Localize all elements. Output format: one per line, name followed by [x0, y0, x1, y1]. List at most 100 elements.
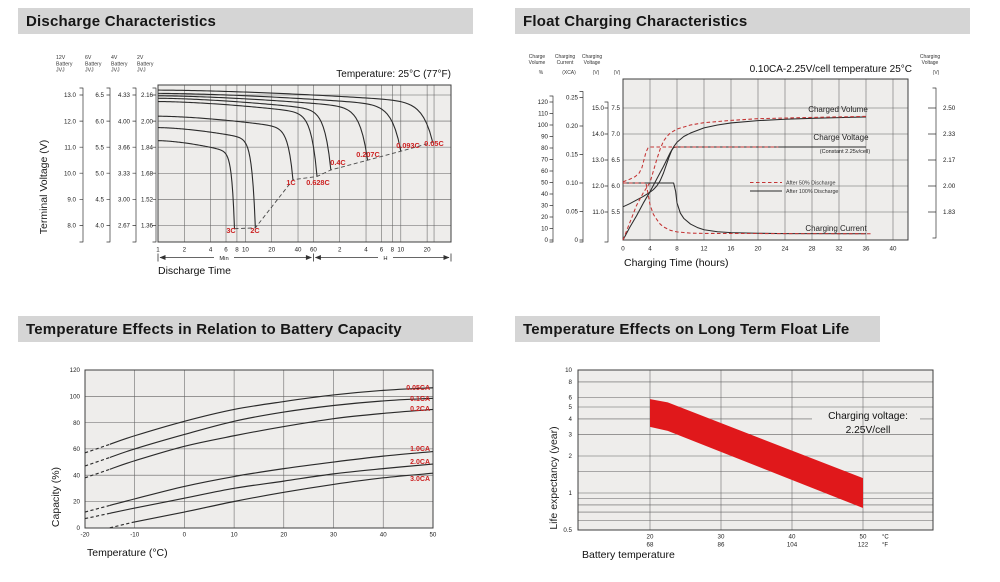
svg-text:104: 104	[787, 542, 798, 549]
svg-text:12V: 12V	[56, 55, 66, 61]
svg-text:0.10CA-2.25V/cell temperature: 0.10CA-2.25V/cell temperature 25°C	[750, 64, 912, 75]
svg-text:Charging: Charging	[582, 54, 603, 60]
panel-title-float-charging: Float Charging Characteristics	[523, 12, 748, 30]
svg-text:60: 60	[310, 247, 317, 254]
svg-text:3C: 3C	[226, 226, 236, 235]
svg-text:0.628C: 0.628C	[306, 178, 330, 187]
svg-text:Temperature: 25°C (77°F): Temperature: 25°C (77°F)	[336, 69, 451, 80]
svg-text:Min: Min	[219, 256, 228, 262]
svg-text:8: 8	[675, 246, 679, 253]
svg-text:1.83: 1.83	[943, 209, 956, 216]
svg-text:12: 12	[701, 246, 708, 253]
svg-text:16: 16	[728, 246, 735, 253]
svg-text:15.0: 15.0	[592, 105, 605, 112]
svg-text:14.0: 14.0	[592, 131, 605, 138]
svg-text:0.25: 0.25	[566, 95, 579, 102]
panel-title-discharge: Discharge Characteristics	[26, 12, 217, 30]
svg-text:40: 40	[295, 247, 302, 254]
svg-text:0.05: 0.05	[566, 209, 579, 216]
panel-title-float-life: Temperature Effects on Long Term Float L…	[523, 320, 850, 338]
svg-text:20: 20	[647, 534, 654, 541]
svg-text:6: 6	[224, 247, 228, 254]
svg-text:(V): (V)	[614, 70, 621, 76]
svg-text:2.50: 2.50	[943, 105, 956, 112]
svg-text:2V: 2V	[137, 55, 144, 61]
svg-text:0.093C: 0.093C	[396, 141, 420, 150]
svg-text:4.00: 4.00	[118, 118, 131, 125]
svg-text:°F: °F	[882, 543, 888, 549]
svg-text:1C: 1C	[286, 178, 296, 187]
svg-text:8: 8	[235, 247, 239, 254]
svg-text:Charging: Charging	[920, 54, 941, 60]
svg-text:1.52: 1.52	[141, 197, 154, 204]
svg-text:4: 4	[209, 247, 213, 254]
svg-text:60: 60	[73, 446, 80, 453]
svg-text:86: 86	[718, 542, 725, 549]
svg-text:20: 20	[541, 214, 548, 221]
svg-text:20: 20	[280, 532, 287, 539]
svg-text:3.66: 3.66	[118, 144, 131, 151]
svg-text:(V): (V)	[593, 70, 600, 76]
svg-text:70: 70	[541, 157, 548, 164]
svg-text:2: 2	[569, 453, 573, 460]
svg-text:8: 8	[569, 379, 573, 386]
svg-text:Charged Volume: Charged Volume	[808, 105, 868, 114]
svg-text:6.5: 6.5	[611, 157, 620, 164]
svg-text:80: 80	[541, 145, 548, 152]
svg-text:100: 100	[70, 394, 81, 401]
svg-text:13.0: 13.0	[64, 92, 77, 99]
svg-text:Battery: Battery	[85, 61, 102, 67]
svg-text:After 100% Discharge: After 100% Discharge	[786, 189, 838, 195]
svg-text:JVJ: JVJ	[111, 68, 120, 74]
svg-text:%: %	[539, 70, 544, 76]
svg-text:120: 120	[70, 367, 81, 374]
panel-header-float-charging: Float Charging Characteristics	[515, 8, 970, 34]
svg-text:0.5: 0.5	[563, 527, 572, 534]
svg-text:3.0CA: 3.0CA	[410, 476, 430, 483]
svg-text:5.5: 5.5	[95, 144, 104, 151]
svg-text:2.0CA: 2.0CA	[410, 459, 430, 466]
svg-text:4: 4	[364, 247, 368, 254]
capacity-chart: 0.05CA 0.1CA 0.2CA 1.0CA 2.0CA 3.0CA 0 20 40 60 80…	[50, 367, 437, 559]
svg-text:20: 20	[268, 247, 275, 254]
svg-text:Charging Time (hours): Charging Time (hours)	[624, 257, 728, 269]
svg-text:Terminal Voltage (V): Terminal Voltage (V)	[38, 140, 50, 235]
svg-text:Battery: Battery	[111, 61, 128, 67]
svg-text:11.0: 11.0	[64, 144, 76, 151]
svg-text:40: 40	[541, 191, 548, 198]
svg-text:30: 30	[541, 203, 548, 210]
svg-text:110: 110	[538, 111, 548, 118]
svg-text:32: 32	[836, 246, 843, 253]
svg-text:3.33: 3.33	[118, 170, 131, 177]
svg-text:68: 68	[647, 542, 654, 549]
svg-text:Battery temperature: Battery temperature	[582, 549, 675, 561]
svg-text:4.33: 4.33	[118, 92, 131, 99]
float-charging-chart: ChargeVolume%010203040506070809010011012…	[529, 54, 956, 269]
svg-text:0: 0	[183, 532, 187, 539]
panel-header-temp-capacity: Temperature Effects in Relation to Batte…	[18, 316, 473, 342]
svg-text:1: 1	[569, 490, 573, 497]
svg-text:0.15: 0.15	[566, 152, 579, 159]
svg-text:5.5: 5.5	[611, 209, 620, 216]
svg-text:0.05CA: 0.05CA	[406, 385, 430, 392]
svg-text:2.00: 2.00	[943, 183, 956, 190]
svg-text:40: 40	[890, 246, 897, 253]
svg-text:4V: 4V	[111, 55, 118, 61]
svg-text:°C: °C	[882, 535, 889, 541]
svg-text:6: 6	[569, 394, 573, 401]
svg-text:0.207C: 0.207C	[356, 150, 380, 159]
svg-text:2: 2	[338, 247, 342, 254]
svg-text:10: 10	[231, 532, 238, 539]
svg-text:100: 100	[538, 122, 549, 129]
svg-text:0: 0	[545, 237, 549, 244]
svg-text:5.0: 5.0	[95, 170, 104, 177]
svg-text:10: 10	[541, 226, 548, 233]
svg-text:9.0: 9.0	[67, 197, 76, 204]
svg-text:122: 122	[858, 542, 869, 549]
svg-text:6V: 6V	[85, 55, 92, 61]
svg-text:12.0: 12.0	[64, 118, 77, 125]
svg-text:JVJ: JVJ	[137, 68, 146, 74]
svg-text:(XCA): (XCA)	[562, 70, 576, 76]
